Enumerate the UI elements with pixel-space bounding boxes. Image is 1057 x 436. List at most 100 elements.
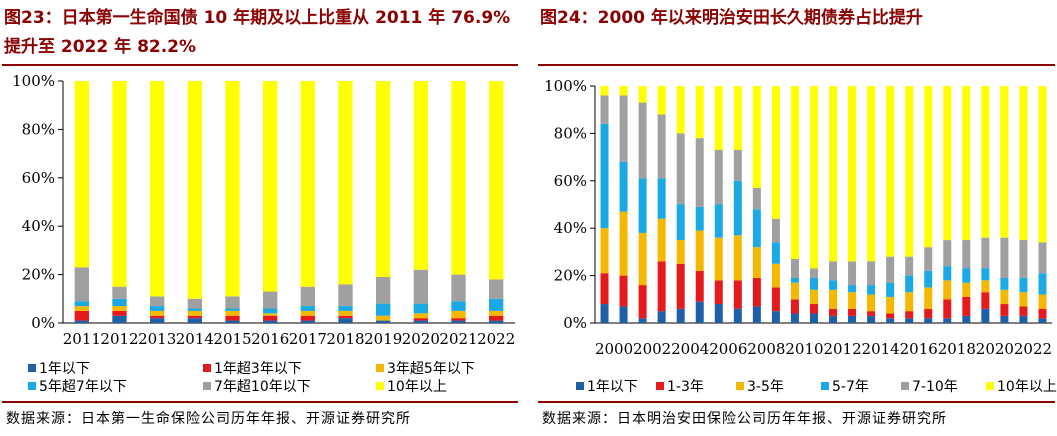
legend-item: 5年超7年以下 <box>28 376 127 396</box>
left-chart: 0%20%40%60%80%100%2011 2012 2013 2014 2015 20… <box>12 72 515 348</box>
x-tick-label: 2008 <box>747 340 785 358</box>
bar-segment <box>600 123 609 229</box>
bar-segment <box>905 311 914 319</box>
x-tick-label: 2015 <box>213 330 251 348</box>
bar-segment <box>600 95 609 124</box>
bar-segment <box>1038 242 1047 274</box>
legend-swatch <box>376 364 384 372</box>
bar-segment <box>714 86 723 150</box>
legend-item: 1年以下 <box>576 376 638 396</box>
legend-label: 3年超5年以下 <box>387 361 475 377</box>
bar-segment <box>619 211 628 276</box>
bar-segment <box>886 256 895 283</box>
bar-segment <box>263 81 278 292</box>
bar-segment <box>413 269 428 304</box>
bar-segment <box>943 266 952 281</box>
bar-segment <box>962 296 971 316</box>
bar-segment <box>676 86 685 134</box>
bar-segment <box>263 320 278 323</box>
bar-segment <box>962 268 971 283</box>
legend-swatch <box>736 382 744 390</box>
bar-segment <box>771 263 780 288</box>
bar-segment <box>905 86 914 257</box>
y-tick-label: 80% <box>22 120 55 138</box>
bar-segment <box>376 81 391 278</box>
bar-segment <box>905 318 914 323</box>
bar-segment <box>489 320 504 323</box>
legend-label: 10年以上 <box>997 379 1057 395</box>
bar-segment <box>829 280 838 290</box>
x-tick-label: 2002 <box>633 340 671 358</box>
legend-label: 3-5年 <box>747 379 784 395</box>
right-panel: 图24：2000 年以来明治安田长久期债券占比提升 0% 20% 40% 60% 80%… <box>536 0 1057 436</box>
bar-segment <box>489 81 504 280</box>
x-tick-label: 2011 <box>63 330 101 348</box>
bar-segment <box>338 310 353 316</box>
x-tick-label: 2022 <box>1014 340 1052 358</box>
bar-segment <box>886 313 895 319</box>
x-tick-label: 2014 <box>176 330 214 348</box>
bar-segment <box>225 310 240 316</box>
legend-item: 3-5年 <box>736 376 784 396</box>
bar-segment <box>225 315 240 321</box>
bar-segment <box>771 218 780 243</box>
x-tick-label: 2017 <box>289 330 327 348</box>
legend-swatch <box>986 382 994 390</box>
x-tick-label: 2012 <box>100 330 138 348</box>
bar-segment <box>187 315 202 319</box>
bar-segment <box>695 270 704 302</box>
legend-item: 5-7年 <box>821 376 869 396</box>
legend-label: 7年超10年以下 <box>214 379 311 395</box>
bar-segment <box>638 285 647 319</box>
bar-segment <box>657 114 666 179</box>
bar-segment <box>886 318 895 323</box>
bar-segment <box>829 308 838 316</box>
x-tick-label: 2000 <box>595 340 633 358</box>
bar-segment <box>338 306 353 311</box>
bar-segment <box>943 240 952 267</box>
left-source-rule <box>2 401 518 403</box>
bar-segment <box>943 299 952 319</box>
bar-segment <box>225 320 240 323</box>
legend-label: 10年以上 <box>387 379 447 395</box>
bar-segment <box>714 237 723 281</box>
bar-segment <box>1019 277 1028 293</box>
bar-segment <box>695 138 704 207</box>
legend-item: 3年超5年以下 <box>376 358 475 378</box>
bar-segment <box>263 315 278 321</box>
left-figure-title: 图23：日本第一生命国债 10 年期及以上比重从 2011 年 76.9%提升至… <box>4 8 511 57</box>
bar-segment <box>981 268 990 281</box>
bar-segment <box>752 247 761 278</box>
bar-segment <box>619 306 628 323</box>
bar-segment <box>867 315 876 323</box>
bar-segment <box>263 291 278 309</box>
bar-segment <box>1038 86 1047 243</box>
legend-label: 5年超7年以下 <box>39 379 127 395</box>
bar-segment <box>263 308 278 314</box>
bar-segment <box>676 240 685 264</box>
bar-segment <box>981 86 990 238</box>
x-tick-label: 2020 <box>976 340 1014 358</box>
bar-segment <box>489 279 504 299</box>
bar-segment <box>676 204 685 241</box>
bar-segment <box>657 86 666 115</box>
bar-segment <box>413 320 428 323</box>
bar-segment <box>733 86 742 150</box>
bar-segment <box>638 318 647 323</box>
bar-segment <box>695 230 704 271</box>
x-tick-label: 2018 <box>938 340 976 358</box>
bar-segment <box>962 315 971 323</box>
legend-label: 1年超3年以下 <box>214 361 302 377</box>
bar-segment <box>752 306 761 323</box>
bar-segment <box>1000 237 1009 278</box>
legend-label: 1年以下 <box>39 361 90 377</box>
bar-segment <box>451 320 466 323</box>
bar-segment <box>1000 277 1009 290</box>
bar-segment <box>300 306 315 311</box>
bar-segment <box>338 318 353 323</box>
bar-segment <box>451 310 466 319</box>
bar-segment <box>413 81 428 270</box>
bar-segment <box>1038 273 1047 295</box>
bar-segment <box>733 235 742 281</box>
bar-segment <box>150 296 165 307</box>
